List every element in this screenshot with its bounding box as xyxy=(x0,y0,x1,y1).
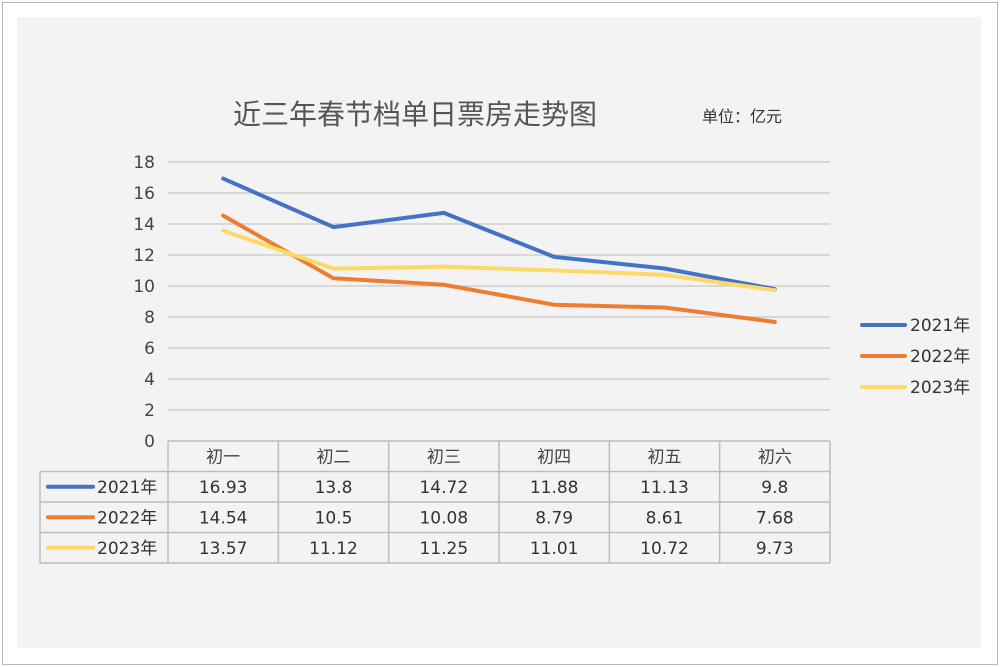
table-value-cell: 14.72 xyxy=(419,478,468,498)
table-value-cell: 16.93 xyxy=(199,478,248,498)
series-line-2 xyxy=(221,228,777,293)
table-value-cell: 8.79 xyxy=(535,508,573,528)
y-tick-label: 2 xyxy=(144,401,155,421)
y-tick-label: 18 xyxy=(133,153,155,173)
data-table: 初一 初二 初三 初四 初五 初六 2021年 16.93 13.8 14.72 11.88 11.1… xyxy=(39,440,831,564)
table-series-name: 2022年 xyxy=(97,508,157,528)
table-value-cell: 10.08 xyxy=(419,508,468,528)
table-value-cell: 14.54 xyxy=(199,508,248,528)
series-line-0 xyxy=(221,176,777,292)
table-value-cell: 10.72 xyxy=(640,539,689,559)
table-value-cell: 9.73 xyxy=(756,539,794,559)
table-value-cell: 9.8 xyxy=(761,478,788,498)
y-tick-label: 4 xyxy=(144,370,155,390)
y-tick-label: 8 xyxy=(144,308,155,328)
x-category-label: 初三 xyxy=(427,447,461,467)
x-category-label: 初四 xyxy=(537,447,571,467)
grid-lines xyxy=(168,161,830,411)
legend-label: 2022年 xyxy=(910,347,970,367)
y-tick-label: 12 xyxy=(133,246,155,266)
legend: 2021年 2022年 2023年 xyxy=(860,316,970,398)
x-category-label: 初五 xyxy=(648,447,682,467)
table-value-cell: 11.01 xyxy=(530,539,579,559)
table-series-name: 2021年 xyxy=(97,478,157,498)
table-value-cell: 11.13 xyxy=(640,478,689,498)
x-category-label: 初六 xyxy=(758,447,792,467)
y-tick-label: 14 xyxy=(133,215,155,235)
series-line-1 xyxy=(221,213,777,324)
y-tick-label: 10 xyxy=(133,277,155,297)
table-value-cell: 10.5 xyxy=(315,508,353,528)
table-series-name: 2023年 xyxy=(97,539,157,559)
table-value-cell: 7.68 xyxy=(756,508,794,528)
series-lines xyxy=(221,176,777,324)
table-value-cell: 11.25 xyxy=(419,539,468,559)
y-axis-ticks: 0 2 4 6 8 10 12 14 16 18 xyxy=(133,153,155,452)
table-value-cell: 11.88 xyxy=(530,478,579,498)
table-value-cell: 8.61 xyxy=(646,508,684,528)
table-value-cell: 11.12 xyxy=(309,539,358,559)
y-tick-label: 16 xyxy=(133,184,155,204)
unit-label: 单位：亿元 xyxy=(702,107,782,126)
legend-label: 2023年 xyxy=(910,378,970,398)
y-tick-label: 0 xyxy=(144,432,155,452)
x-category-label: 初一 xyxy=(206,447,240,467)
legend-label: 2021年 xyxy=(910,316,970,336)
chart-title: 近三年春节档单日票房走势图 xyxy=(233,98,597,131)
x-category-label: 初二 xyxy=(317,447,351,467)
table-value-cell: 13.8 xyxy=(315,478,353,498)
table-value-cell: 13.57 xyxy=(199,539,248,559)
y-tick-label: 6 xyxy=(144,339,155,359)
